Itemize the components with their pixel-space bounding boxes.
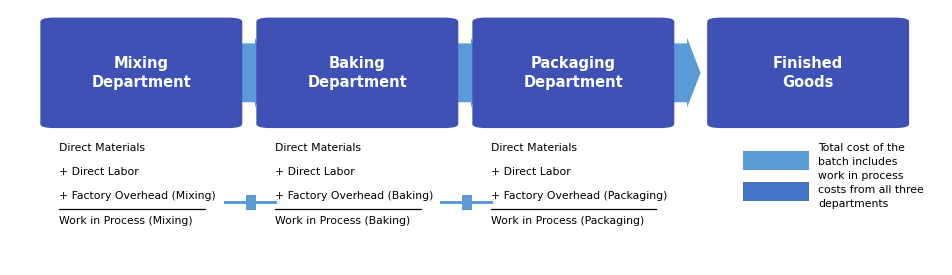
Polygon shape <box>448 38 484 108</box>
Text: Work in Process (Mixing): Work in Process (Mixing) <box>59 216 192 226</box>
Text: Baking
Department: Baking Department <box>307 56 407 90</box>
Text: Packaging
Department: Packaging Department <box>523 56 623 90</box>
FancyBboxPatch shape <box>472 18 674 128</box>
Text: Direct Materials: Direct Materials <box>275 143 361 153</box>
FancyBboxPatch shape <box>742 151 807 170</box>
Text: + Direct Labor: + Direct Labor <box>275 167 354 177</box>
Text: Direct Materials: Direct Materials <box>59 143 145 153</box>
FancyBboxPatch shape <box>742 182 807 201</box>
FancyBboxPatch shape <box>706 18 908 128</box>
FancyBboxPatch shape <box>246 195 255 210</box>
FancyBboxPatch shape <box>256 18 458 128</box>
FancyBboxPatch shape <box>40 18 242 128</box>
Polygon shape <box>232 38 268 108</box>
Text: Mixing
Department: Mixing Department <box>91 56 191 90</box>
Text: + Factory Overhead (Packaging): + Factory Overhead (Packaging) <box>490 191 666 201</box>
Text: + Direct Labor: + Direct Labor <box>490 167 570 177</box>
Text: Finished
Goods: Finished Goods <box>772 56 843 90</box>
Text: Direct Materials: Direct Materials <box>490 143 577 153</box>
Text: + Factory Overhead (Mixing): + Factory Overhead (Mixing) <box>59 191 216 201</box>
FancyBboxPatch shape <box>440 201 492 204</box>
FancyBboxPatch shape <box>462 195 471 210</box>
Text: + Direct Labor: + Direct Labor <box>59 167 139 177</box>
Text: Work in Process (Packaging): Work in Process (Packaging) <box>490 216 644 226</box>
Text: + Factory Overhead (Baking): + Factory Overhead (Baking) <box>275 191 433 201</box>
Polygon shape <box>664 38 700 108</box>
FancyBboxPatch shape <box>224 201 277 204</box>
Text: Work in Process (Baking): Work in Process (Baking) <box>275 216 410 226</box>
Text: Total cost of the
batch includes
work in process
costs from all three
department: Total cost of the batch includes work in… <box>817 143 922 209</box>
